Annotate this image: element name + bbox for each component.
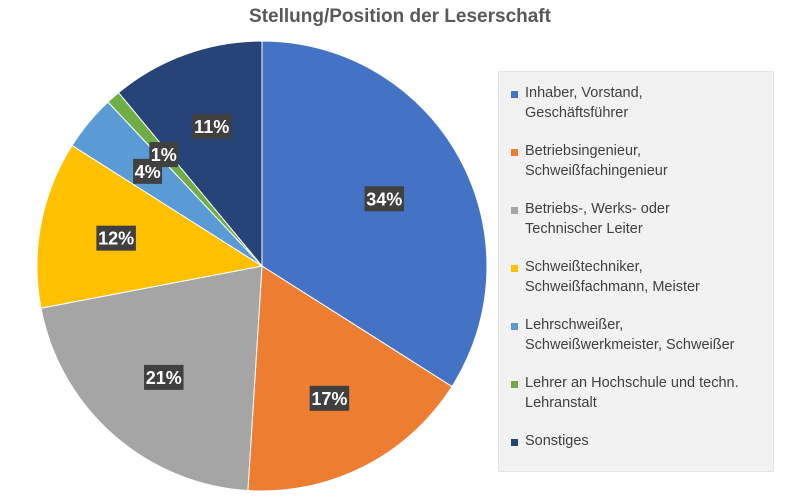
legend-swatch <box>511 91 518 98</box>
chart-title: Stellung/Position der Leserschaft <box>249 6 551 27</box>
data-label-text: 12% <box>98 229 134 249</box>
data-label-box <box>96 225 136 251</box>
legend-label: Betriebsingenieur, Schweißfachingenieur <box>525 143 668 179</box>
legend-swatch <box>511 265 518 272</box>
data-label: 1% <box>149 142 179 168</box>
data-label-text: 11% <box>194 117 229 137</box>
legend-label: Betriebs-, Werks- oder Technischer Leite… <box>525 201 670 237</box>
legend-item: Schweißtechniker, Schweißfachmann, Meist… <box>511 258 773 297</box>
legend-swatch <box>511 381 518 388</box>
data-label-text: 1% <box>151 145 177 165</box>
legend-label: Schweißtechniker, Schweißfachmann, Meist… <box>525 259 700 295</box>
legend-item: Betriebs-, Werks- oder Technischer Leite… <box>511 200 773 239</box>
data-label-box <box>149 142 179 168</box>
legend-label: Lehrer an Hochschule und techn. Lehranst… <box>525 375 739 411</box>
pie-slice <box>247 265 453 492</box>
legend-swatch <box>511 439 518 446</box>
pie-slice <box>36 144 264 309</box>
pie-data-labels: 34%17%21%12%4%1%11% <box>96 113 404 411</box>
legend-item: Betriebsingenieur, Schweißfachingenieur <box>511 142 773 181</box>
data-label: 17% <box>309 385 350 411</box>
data-label-text: 17% <box>311 389 347 409</box>
legend-item: Lehrer an Hochschule und techn. Lehranst… <box>511 374 773 413</box>
legend-item: Lehrschweißer, Schweißwerkmeister, Schwe… <box>511 316 773 355</box>
chart-legend: Inhaber, Vorstand, Geschäftsführer Betrie… <box>498 71 774 472</box>
data-label: 12% <box>96 225 136 251</box>
legend-label: Inhaber, Vorstand, Geschäftsführer <box>525 85 643 121</box>
data-label-text: 34% <box>366 189 402 209</box>
pie-slice <box>261 40 488 388</box>
data-label-box <box>309 385 350 411</box>
data-label: 11% <box>191 113 232 139</box>
pie-slices <box>36 40 488 492</box>
legend-item: Sonstiges <box>511 432 773 452</box>
legend-label: Lehrschweißer, Schweißwerkmeister, Schwe… <box>525 317 735 353</box>
legend-swatch <box>511 323 518 330</box>
data-label: 21% <box>144 364 184 390</box>
data-label-text: 21% <box>146 368 182 388</box>
data-label-box <box>191 113 232 139</box>
legend-swatch <box>511 207 518 214</box>
data-label-box <box>144 364 184 390</box>
legend-label: Sonstiges <box>525 433 589 449</box>
legend-swatch <box>511 149 518 156</box>
pie-slice <box>117 40 263 268</box>
data-label-box <box>364 186 404 212</box>
legend-item: Inhaber, Vorstand, Geschäftsführer <box>511 84 773 123</box>
data-label: 34% <box>364 186 404 212</box>
